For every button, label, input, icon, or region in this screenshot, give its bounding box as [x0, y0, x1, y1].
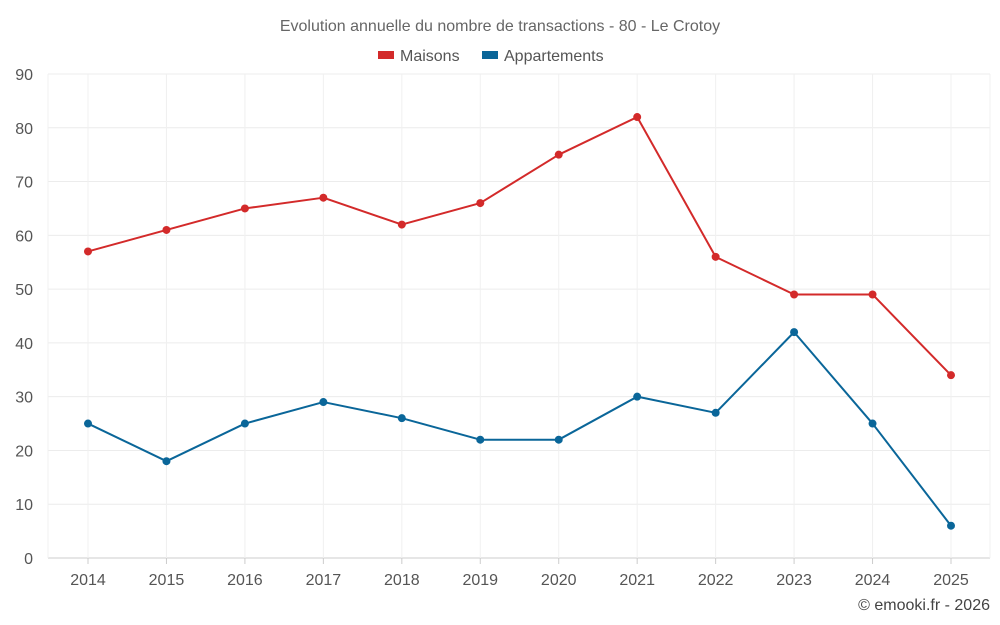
legend-label-appartements[interactable]: Appartements: [504, 48, 604, 65]
y-tick-label: 50: [15, 282, 33, 299]
data-point-appartements[interactable]: [397, 414, 406, 423]
x-tick-label: 2022: [698, 572, 734, 589]
x-tick-label: 2014: [70, 572, 106, 589]
x-tick-label: 2016: [227, 572, 263, 589]
data-point-appartements[interactable]: [84, 419, 92, 428]
data-point-maisons[interactable]: [162, 225, 171, 234]
x-tick-label: 2021: [619, 572, 655, 589]
data-point-appartements[interactable]: [476, 435, 485, 444]
data-point-maisons[interactable]: [240, 204, 249, 213]
y-tick-label: 10: [15, 497, 33, 514]
data-point-appartements[interactable]: [554, 435, 563, 444]
y-tick-label: 70: [15, 175, 33, 192]
y-tick-label: 30: [15, 390, 33, 407]
series-line-appartements: [87, 331, 952, 527]
data-point-appartements[interactable]: [162, 457, 171, 466]
data-point-appartements[interactable]: [947, 521, 955, 530]
y-tick-label: 0: [24, 551, 33, 568]
data-point-maisons[interactable]: [476, 199, 485, 208]
y-tick-label: 60: [15, 228, 33, 245]
data-point-maisons[interactable]: [790, 290, 799, 299]
x-tick-label: 2015: [149, 572, 185, 589]
y-tick-label: 40: [15, 336, 33, 353]
series-line-maisons: [87, 116, 952, 376]
axes: 0 10 20 30 40 50 60 70 80 90 2014 2015 2016 2017 2018 2…: [15, 67, 969, 589]
data-point-maisons[interactable]: [711, 252, 720, 261]
data-point-maisons[interactable]: [633, 113, 642, 122]
chart-title: Evolution annuelle du nombre de transact…: [280, 18, 720, 35]
data-point-appartements[interactable]: [711, 408, 720, 417]
x-tick-label: 2023: [776, 572, 812, 589]
x-tick-label: 2017: [306, 572, 342, 589]
y-tick-label: 90: [15, 67, 33, 84]
legend-label-maisons[interactable]: Maisons: [400, 48, 460, 65]
grid: [47, 73, 991, 559]
legend-swatch-appartements: [482, 51, 498, 59]
y-tick-label: 80: [15, 121, 33, 138]
data-point-maisons[interactable]: [319, 193, 328, 202]
copyright-credit: © emooki.fr - 2026: [858, 597, 990, 614]
data-point-maisons[interactable]: [84, 247, 92, 256]
data-point-maisons[interactable]: [947, 371, 955, 380]
x-tick-label: 2019: [462, 572, 498, 589]
data-point-appartements[interactable]: [633, 392, 642, 401]
data-point-appartements[interactable]: [240, 419, 249, 428]
data-point-appartements[interactable]: [868, 419, 877, 428]
data-point-appartements[interactable]: [790, 328, 799, 337]
data-point-maisons[interactable]: [397, 220, 406, 229]
legend: Maisons Appartements: [378, 48, 604, 65]
x-tick-label: 2025: [933, 572, 969, 589]
y-tick-label: 20: [15, 443, 33, 460]
series-layer: [84, 113, 955, 530]
data-point-maisons[interactable]: [868, 290, 877, 299]
x-tick-label: 2024: [855, 572, 891, 589]
legend-swatch-maisons: [378, 51, 394, 59]
data-point-maisons[interactable]: [554, 150, 563, 159]
x-tick-label: 2020: [541, 572, 577, 589]
x-tick-label: 2018: [384, 572, 420, 589]
data-point-appartements[interactable]: [319, 398, 328, 407]
